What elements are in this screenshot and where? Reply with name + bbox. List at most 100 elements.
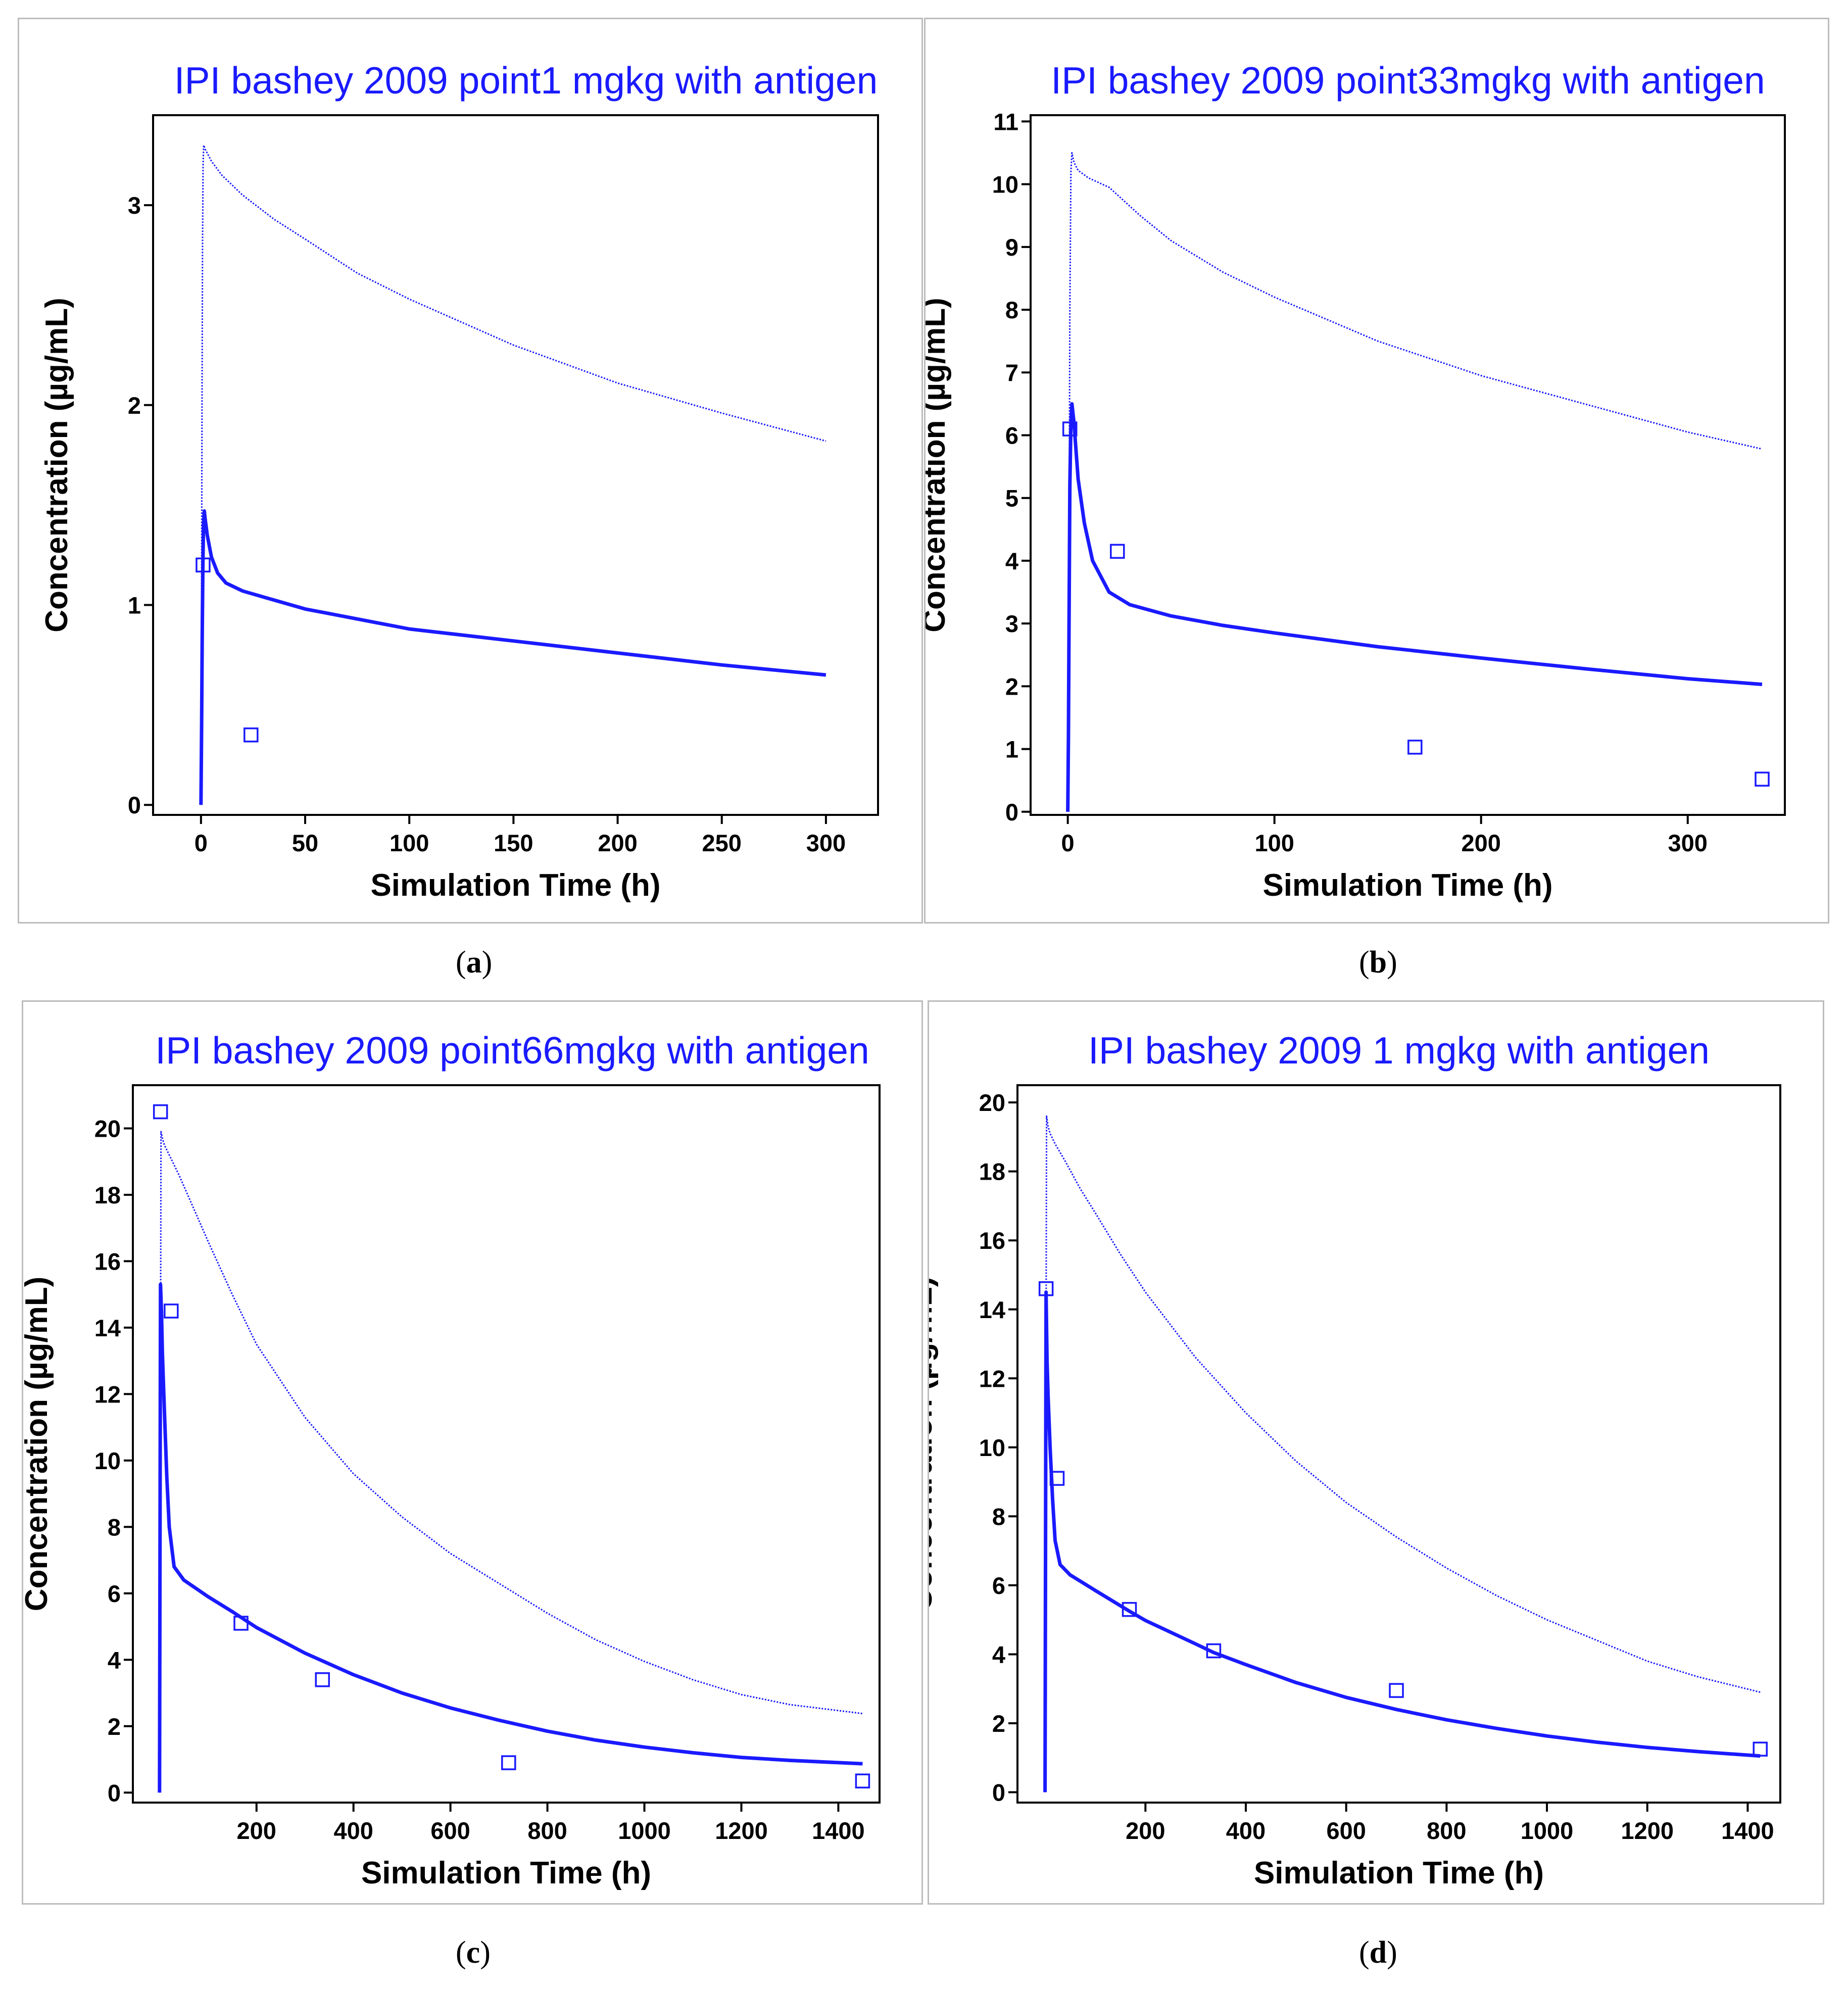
y-tick-label: 12 [979, 1365, 1005, 1392]
observed-data-point [196, 557, 211, 573]
simulated-solid-line [1066, 402, 1763, 812]
simulated-dotted-line [200, 144, 826, 805]
x-tick-label: 0 [194, 830, 208, 856]
x-tick-label: 1200 [715, 1817, 768, 1844]
y-tick-label: 0 [128, 792, 141, 818]
chart-c: IPI bashey 2009 point66mgkg with antigen… [23, 1029, 881, 1890]
y-tick-label: 18 [979, 1158, 1005, 1185]
x-tick-label: 1400 [1721, 1817, 1774, 1844]
observed-data-point [164, 1303, 179, 1319]
caption-a-letter: a [466, 945, 482, 980]
y-tick-label: 20 [979, 1089, 1005, 1116]
x-tick-label: 200 [1126, 1817, 1165, 1844]
y-tick-label: 4 [1005, 548, 1018, 574]
y-tick-label: 11 [993, 108, 1018, 135]
plot-area-frame [152, 114, 879, 816]
y-tick-label: 5 [1005, 485, 1018, 512]
chart-title: IPI bashey 2009 1 mgkg with antigen [1088, 1029, 1710, 1072]
simulated-solid-line [199, 509, 826, 805]
chart-panel-d: IPI bashey 2009 1 mgkg with antigen 200 4 0… [928, 1000, 1824, 1905]
x-axis-label: Simulation Time (h) [361, 1856, 651, 1890]
x-tick-label: 1000 [618, 1817, 671, 1844]
x-tick-label: 200 [598, 830, 637, 856]
observed-data-point [153, 1104, 168, 1120]
y-tick-label: 10 [992, 171, 1018, 198]
x-tick-label: 1400 [812, 1817, 865, 1844]
x-tick-label: 100 [390, 830, 429, 856]
caption-d: (d) [1359, 1935, 1397, 1970]
y-tick-label: 16 [94, 1248, 121, 1275]
observed-data-point [855, 1773, 870, 1789]
x-tick-label: 1200 [1621, 1817, 1674, 1844]
simulated-solid-line [1043, 1290, 1761, 1792]
y-axis-label: Concentration (µg/mL) [39, 298, 74, 633]
chart-panel-b: IPI bashey 2009 point33mgkg with antigen… [924, 18, 1829, 924]
x-axis-label: Simulation Time (h) [370, 868, 660, 903]
observed-data-point [244, 727, 259, 743]
caption-c: (c) [456, 1935, 491, 1970]
plot-area-frame [132, 1084, 881, 1804]
y-axis-label: Concentration (µg/mL) [926, 298, 952, 633]
x-tick-label: 300 [806, 830, 846, 856]
y-axis-label: Concentration (µg/mL) [929, 1277, 939, 1612]
x-tick-label: 600 [1326, 1817, 1366, 1844]
caption-a: (a) [456, 945, 493, 980]
x-tick-label: 200 [1461, 830, 1500, 856]
y-tick-label: 4 [108, 1646, 121, 1673]
x-tick-label: 400 [333, 1817, 373, 1844]
chart-title: IPI bashey 2009 point1 mgkg with antigen [174, 59, 878, 102]
x-tick-label: 150 [494, 830, 533, 856]
x-tick-label: 800 [1427, 1817, 1466, 1844]
x-tick-label: 0 [1061, 830, 1075, 856]
x-tick-label: 300 [1668, 830, 1708, 856]
y-tick-label: 10 [94, 1447, 121, 1474]
y-tick-label: 10 [979, 1434, 1005, 1461]
caption-c-letter: c [466, 1935, 480, 1970]
plot-area-frame [1030, 114, 1786, 816]
y-tick-label: 16 [979, 1227, 1005, 1254]
plot-area-frame [1016, 1084, 1781, 1804]
x-axis-label: Simulation Time (h) [1254, 1856, 1544, 1890]
x-tick-label: 250 [702, 830, 742, 856]
y-tick-label: 0 [1005, 799, 1018, 826]
y-tick-label: 7 [1005, 359, 1018, 386]
observed-data-point [315, 1672, 330, 1687]
observed-data-point [1110, 544, 1125, 559]
y-tick-label: 0 [992, 1779, 1005, 1806]
x-tick-label: 200 [237, 1817, 276, 1844]
y-tick-label: 8 [1005, 297, 1018, 323]
observed-data-point [233, 1616, 249, 1631]
observed-data-point [1049, 1471, 1065, 1486]
observed-data-point [1389, 1683, 1404, 1698]
x-tick-label: 600 [430, 1817, 470, 1844]
chart-a: IPI bashey 2009 point1 mgkg with antigen… [39, 59, 879, 903]
observed-data-point [1407, 740, 1423, 755]
y-tick-label: 2 [1005, 673, 1018, 700]
y-tick-label: 4 [992, 1641, 1005, 1668]
simulated-dotted-line [1044, 1115, 1761, 1792]
y-tick-label: 1 [1005, 736, 1018, 763]
observed-data-point [1122, 1602, 1137, 1617]
simulated-dotted-line [1067, 152, 1763, 812]
observed-data-point [1062, 421, 1078, 436]
y-tick-label: 9 [1005, 234, 1018, 261]
chart-b: IPI bashey 2009 point33mgkg with antigen… [926, 59, 1786, 903]
chart-d: IPI bashey 2009 1 mgkg with antigen 200 4 0… [929, 1029, 1781, 1890]
y-tick-label: 20 [94, 1115, 121, 1142]
observed-data-point [1755, 771, 1770, 787]
chart-title: IPI bashey 2009 point66mgkg with antigen [155, 1029, 869, 1072]
y-tick-label: 2 [128, 392, 141, 419]
x-tick-label: 800 [527, 1817, 567, 1844]
observed-data-point [501, 1755, 516, 1770]
simulated-solid-line [158, 1282, 863, 1793]
x-tick-label: 100 [1254, 830, 1294, 856]
observed-data-point [1038, 1281, 1054, 1296]
observed-data-point [1753, 1741, 1768, 1757]
observed-data-point [1206, 1643, 1222, 1659]
caption-b-letter: b [1369, 945, 1387, 980]
y-tick-label: 6 [1005, 422, 1018, 449]
x-tick-label: 50 [292, 830, 318, 856]
y-tick-label: 2 [992, 1710, 1005, 1737]
y-tick-label: 8 [992, 1503, 1005, 1530]
y-tick-label: 12 [94, 1381, 121, 1408]
